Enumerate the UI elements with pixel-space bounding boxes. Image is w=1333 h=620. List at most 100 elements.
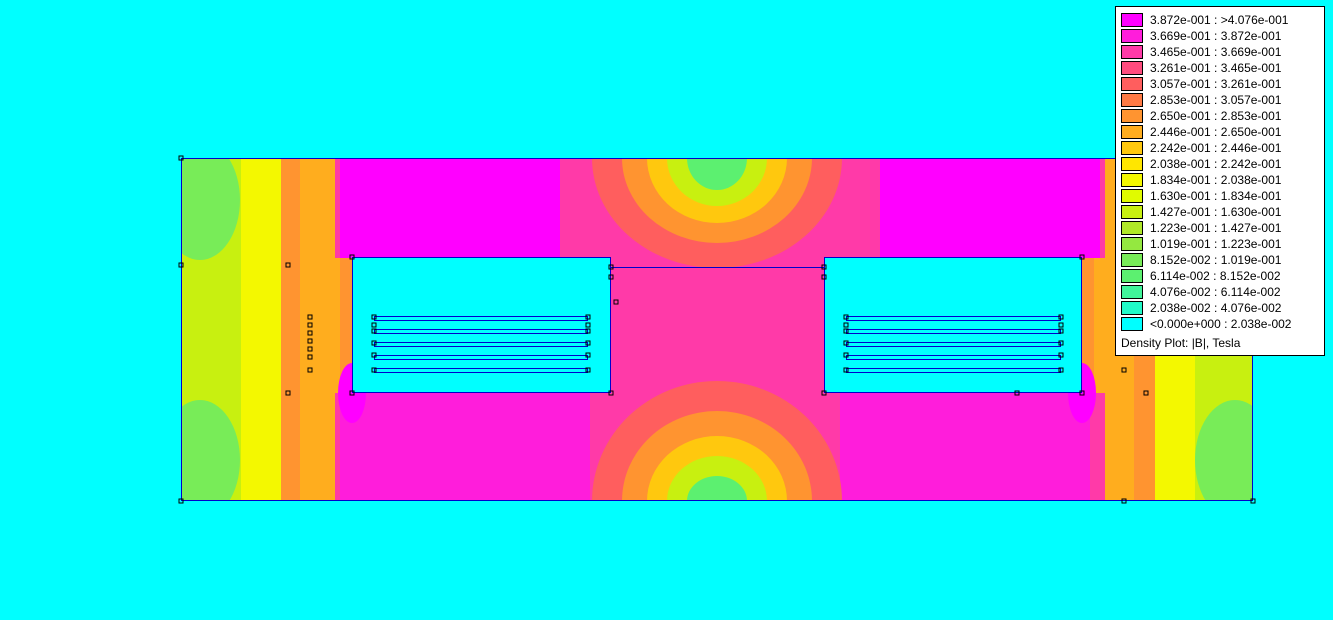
legend-title: Density Plot: |B|, Tesla — [1121, 336, 1241, 350]
node-marker[interactable] — [178, 262, 184, 268]
node-marker[interactable] — [821, 264, 827, 270]
legend-entry: 3.872e-001 : >4.076e-001 — [1121, 12, 1321, 28]
legend-swatch — [1121, 285, 1143, 299]
node-marker[interactable] — [585, 367, 591, 373]
legend-label: 3.261e-001 : 3.465e-001 — [1150, 61, 1282, 75]
node-marker[interactable] — [371, 328, 377, 334]
legend-label: 4.076e-002 : 6.114e-002 — [1150, 285, 1281, 299]
core-field — [181, 158, 1253, 501]
legend-entry: 3.465e-001 : 3.669e-001 — [1121, 44, 1321, 60]
node-marker[interactable] — [585, 322, 591, 328]
legend-label: 2.038e-001 : 2.242e-001 — [1150, 157, 1282, 171]
legend-entry: 1.834e-001 : 2.038e-001 — [1121, 172, 1321, 188]
legend-label: 2.038e-002 : 4.076e-002 — [1150, 301, 1282, 315]
legend-entry: 2.038e-001 : 2.242e-001 — [1121, 156, 1321, 172]
legend-entry: 4.076e-002 : 6.114e-002 — [1121, 284, 1321, 300]
node-marker[interactable] — [613, 299, 619, 305]
node-marker[interactable] — [371, 367, 377, 373]
node-marker[interactable] — [1058, 352, 1064, 358]
node-marker[interactable] — [349, 390, 355, 396]
legend-label: <0.000e+000 : 2.038e-002 — [1150, 317, 1292, 331]
legend-swatch — [1121, 317, 1143, 331]
legend-swatch — [1121, 205, 1143, 219]
node-marker[interactable] — [371, 322, 377, 328]
node-marker[interactable] — [307, 314, 313, 320]
legend-entry: 2.853e-001 : 3.057e-001 — [1121, 92, 1321, 108]
legend-entry: 3.057e-001 : 3.261e-001 — [1121, 76, 1321, 92]
node-marker[interactable] — [307, 338, 313, 344]
legend-swatch — [1121, 173, 1143, 187]
legend-swatch — [1121, 29, 1143, 43]
legend-label: 6.114e-002 : 8.152e-002 — [1150, 269, 1281, 283]
legend-entry: 3.261e-001 : 3.465e-001 — [1121, 60, 1321, 76]
node-marker[interactable] — [843, 352, 849, 358]
legend-label: 3.669e-001 : 3.872e-001 — [1150, 29, 1282, 43]
node-marker[interactable] — [821, 274, 827, 280]
right-window — [824, 257, 1082, 393]
legend-entry: 2.650e-001 : 2.853e-001 — [1121, 108, 1321, 124]
legend-swatch — [1121, 253, 1143, 267]
node-marker[interactable] — [585, 328, 591, 334]
legend-label: 2.650e-001 : 2.853e-001 — [1150, 109, 1282, 123]
node-marker[interactable] — [307, 354, 313, 360]
node-marker[interactable] — [307, 330, 313, 336]
node-marker[interactable] — [585, 340, 591, 346]
node-marker[interactable] — [1079, 254, 1085, 260]
node-marker[interactable] — [1014, 390, 1020, 396]
legend-swatch — [1121, 221, 1143, 235]
legend-label: 1.427e-001 : 1.630e-001 — [1150, 205, 1282, 219]
node-marker[interactable] — [1079, 390, 1085, 396]
legend-swatch — [1121, 61, 1143, 75]
legend-swatch — [1121, 141, 1143, 155]
node-marker[interactable] — [585, 314, 591, 320]
node-marker[interactable] — [307, 367, 313, 373]
node-marker[interactable] — [843, 322, 849, 328]
legend-swatch — [1121, 109, 1143, 123]
left-window — [352, 257, 611, 393]
node-marker[interactable] — [843, 367, 849, 373]
legend-label: 3.057e-001 : 3.261e-001 — [1150, 77, 1282, 91]
node-marker[interactable] — [371, 314, 377, 320]
node-marker[interactable] — [843, 340, 849, 346]
node-marker[interactable] — [1121, 498, 1127, 504]
node-marker[interactable] — [1250, 498, 1256, 504]
legend-label: 3.872e-001 : >4.076e-001 — [1150, 13, 1289, 27]
legend-entry: 1.427e-001 : 1.630e-001 — [1121, 204, 1321, 220]
legend-swatch — [1121, 93, 1143, 107]
legend-entry: 1.019e-001 : 1.223e-001 — [1121, 236, 1321, 252]
node-marker[interactable] — [821, 390, 827, 396]
legend-entry: 2.242e-001 : 2.446e-001 — [1121, 140, 1321, 156]
node-marker[interactable] — [371, 352, 377, 358]
legend-label: 2.853e-001 : 3.057e-001 — [1150, 93, 1282, 107]
node-marker[interactable] — [307, 322, 313, 328]
node-marker[interactable] — [1143, 390, 1149, 396]
node-marker[interactable] — [307, 346, 313, 352]
node-marker[interactable] — [608, 390, 614, 396]
node-marker[interactable] — [608, 264, 614, 270]
node-marker[interactable] — [371, 340, 377, 346]
node-marker[interactable] — [585, 352, 591, 358]
node-marker[interactable] — [349, 254, 355, 260]
node-marker[interactable] — [1058, 328, 1064, 334]
node-marker[interactable] — [1058, 340, 1064, 346]
node-marker[interactable] — [1121, 367, 1127, 373]
legend-swatch — [1121, 237, 1143, 251]
legend-label: 1.019e-001 : 1.223e-001 — [1150, 237, 1282, 251]
node-marker[interactable] — [843, 328, 849, 334]
legend-swatch — [1121, 45, 1143, 59]
node-marker[interactable] — [1058, 367, 1064, 373]
legend-label: 3.465e-001 : 3.669e-001 — [1150, 45, 1282, 59]
node-marker[interactable] — [178, 498, 184, 504]
node-marker[interactable] — [843, 314, 849, 320]
node-marker[interactable] — [1058, 314, 1064, 320]
node-marker[interactable] — [178, 155, 184, 161]
mesh-nodes[interactable] — [178, 155, 1256, 504]
legend-label: 1.834e-001 : 2.038e-001 — [1150, 173, 1282, 187]
legend-entry: 2.446e-001 : 2.650e-001 — [1121, 124, 1321, 140]
node-marker[interactable] — [1058, 322, 1064, 328]
node-marker[interactable] — [608, 274, 614, 280]
legend-entry: 3.669e-001 : 3.872e-001 — [1121, 28, 1321, 44]
node-marker[interactable] — [285, 262, 291, 268]
node-marker[interactable] — [285, 390, 291, 396]
